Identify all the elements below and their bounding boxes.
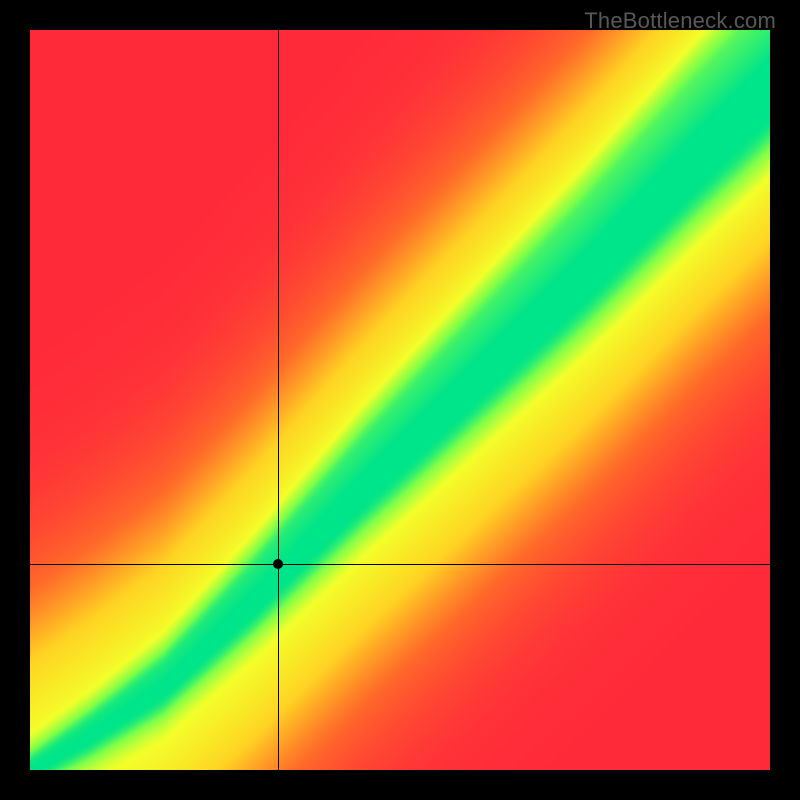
heatmap-canvas: [30, 30, 770, 770]
crosshair-vertical: [278, 30, 279, 770]
crosshair-horizontal: [30, 564, 770, 565]
bottleneck-heatmap: [30, 30, 770, 770]
crosshair-marker: [273, 559, 283, 569]
